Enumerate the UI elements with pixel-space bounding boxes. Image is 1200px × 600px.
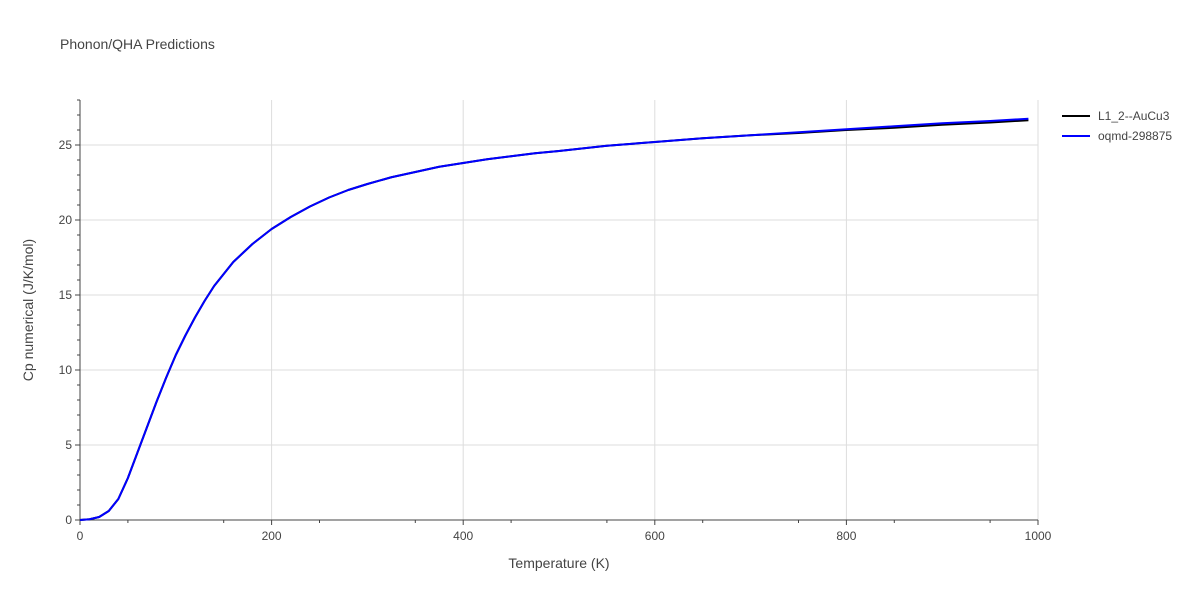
x-tick-label: 200 [262, 529, 282, 543]
legend-item-series-2[interactable]: oqmd-298875 [1062, 126, 1172, 146]
chart-title: Phonon/QHA Predictions [60, 36, 215, 52]
series-group [79, 117, 1029, 521]
axes: 0 200 400 600 800 1000 0 5 10 15 20 25 [59, 99, 1052, 543]
y-tick-label: 15 [59, 288, 73, 302]
y-tick-label: 5 [65, 438, 72, 452]
grid [80, 100, 1039, 520]
legend-label-series-2: oqmd-298875 [1098, 129, 1173, 143]
x-tick-label: 400 [453, 529, 473, 543]
x-tick-label: 800 [836, 529, 856, 543]
y-axis-label: Cp numerical (J/K/mol) [20, 239, 36, 381]
y-tick-label: 25 [59, 138, 73, 152]
legend-swatch-series-2 [1062, 135, 1090, 137]
legend-item-series-1[interactable]: L1_2--AuCu3 [1062, 106, 1172, 126]
y-tick-label: 10 [59, 363, 73, 377]
series-line-1 [79, 119, 1029, 521]
x-tick-label: 0 [77, 529, 84, 543]
legend-label-series-1: L1_2--AuCu3 [1098, 109, 1170, 123]
y-tick-label: 0 [65, 513, 72, 527]
legend-swatch-series-1 [1062, 115, 1090, 117]
x-axis-label: Temperature (K) [508, 555, 609, 571]
legend[interactable]: L1_2--AuCu3 oqmd-298875 [1062, 106, 1172, 146]
x-tick-label: 1000 [1025, 529, 1052, 543]
x-tick-label: 600 [645, 529, 665, 543]
y-tick-label: 20 [59, 213, 73, 227]
series-line-2 [79, 117, 1029, 521]
